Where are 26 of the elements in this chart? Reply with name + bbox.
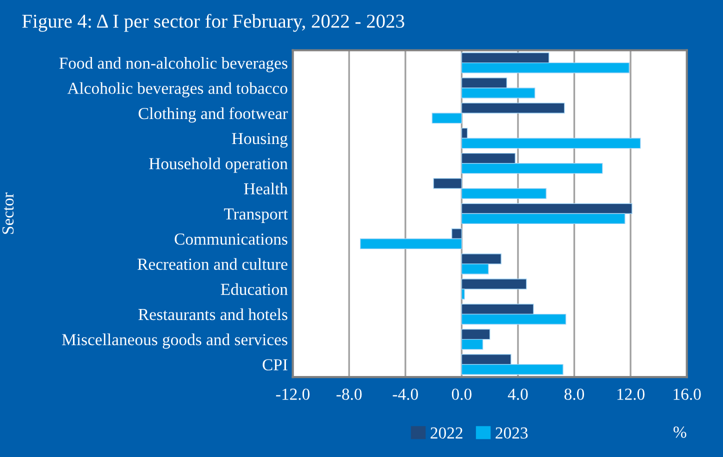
y-tick-label: Health [244, 182, 288, 194]
y-tick-label: Education [220, 283, 288, 295]
x-tick-label: 4.0 [508, 388, 528, 400]
y-tick-label: Household operation [149, 158, 288, 173]
y-axis-title: Sector [2, 192, 14, 234]
y-tick-label: Housing [232, 132, 288, 148]
x-tick-label: -12.0 [276, 388, 310, 400]
y-tick-label: Food and non-alcoholic beverages [59, 57, 288, 72]
y-tick-label: Alcoholic beverages and tobacco [67, 82, 288, 98]
y-tick-label: Communications [174, 234, 288, 245]
y-tick-label: Transport [224, 208, 288, 223]
x-tick-label: -8.0 [336, 388, 362, 400]
y-tick-label: CPI [262, 359, 288, 370]
chart-title: Figure 4: Δ I per sector for February, 2022 - 2023 [22, 14, 404, 32]
x-axis-title: % [674, 426, 686, 438]
y-tick-label: Recreation and culture [138, 258, 288, 270]
legend-label: 2023 [496, 427, 528, 439]
x-tick-label: 12.0 [617, 388, 645, 400]
x-tick-label: 0.0 [452, 388, 472, 400]
x-tick-label: 16.0 [674, 388, 701, 400]
x-tick-label: -4.0 [392, 388, 418, 400]
y-tick-label: Restaurants and hotels [138, 308, 288, 320]
y-tick-label: Clothing and footwear [138, 107, 288, 123]
x-tick-label: 8.0 [564, 388, 584, 400]
legend-label: 2022 [430, 427, 462, 439]
y-tick-label: Miscellaneous goods and services [62, 334, 288, 349]
